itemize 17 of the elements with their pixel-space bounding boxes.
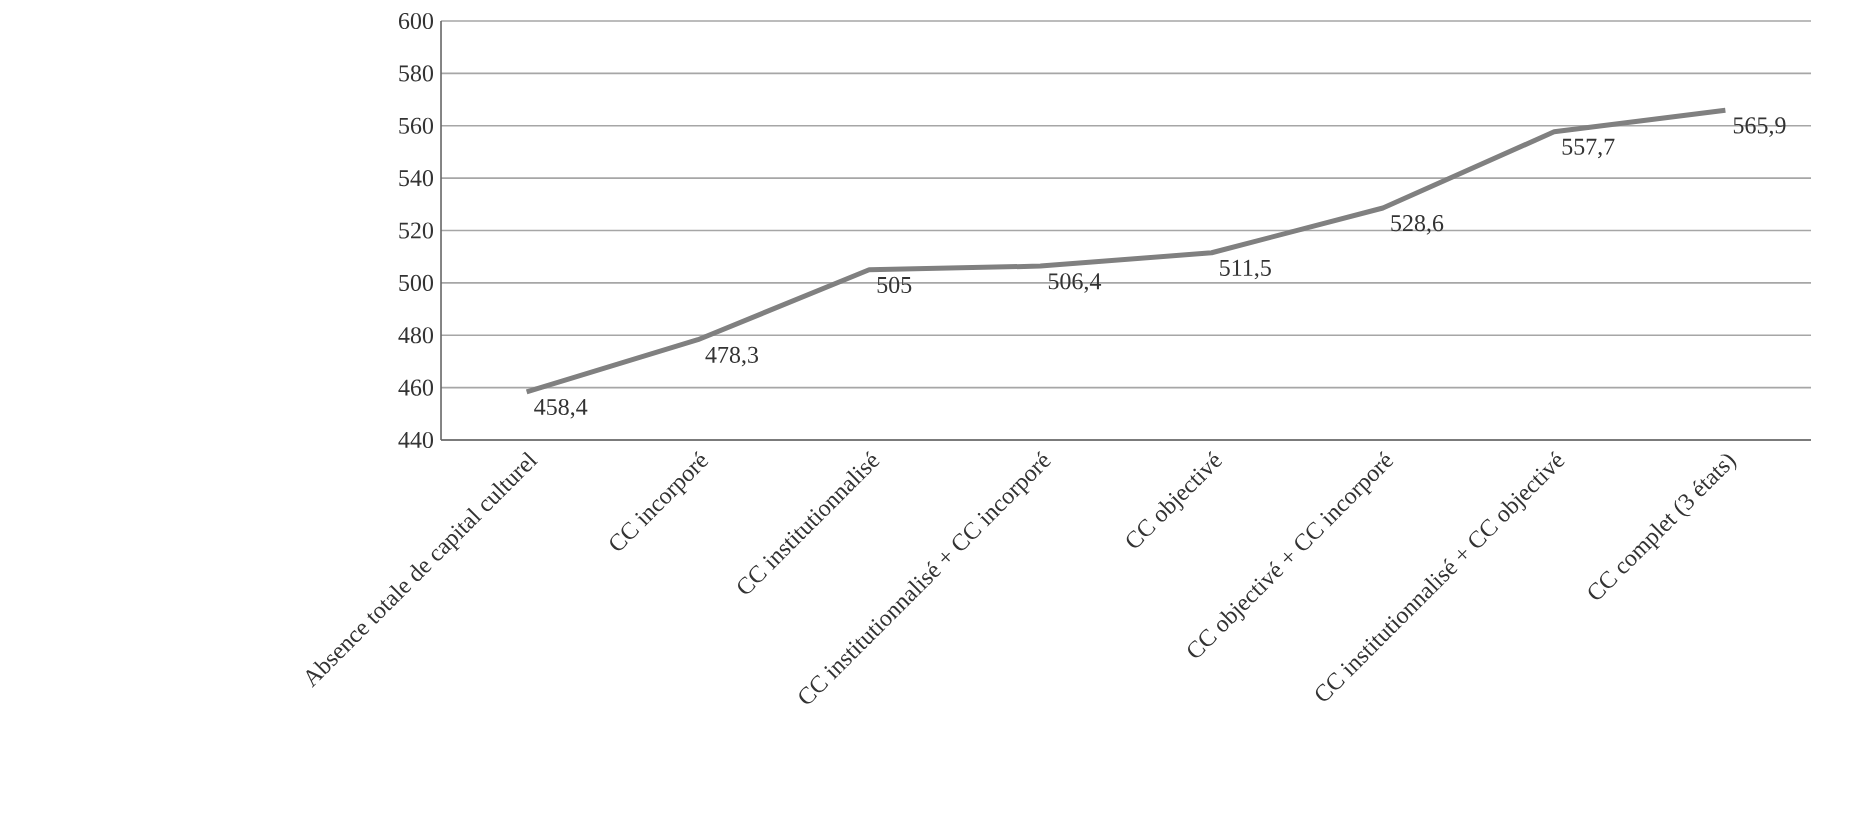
y-tick-label: 460 [398,379,434,396]
y-tick-label: 440 [398,431,434,449]
data-label: 478,3 [705,346,759,367]
y-tick-label: 560 [399,117,434,134]
data-label: 565,9 [1733,117,1786,137]
y-tick-label: 540 [399,170,434,187]
y-tick-label: 600 [398,12,434,30]
y-tick-label: 520 [399,222,434,239]
data-label: 528,6 [1391,215,1444,235]
data-label: 458,4 [534,398,588,419]
y-tick-label: 480 [398,327,434,344]
data-label: 505 [877,276,912,294]
data-label: 511,5 [1220,259,1271,280]
data-label: 506,4 [1048,273,1102,293]
y-tick-label: 500 [399,274,434,291]
y-tick-label: 580 [399,65,434,82]
data-label: 557,7 [1562,138,1615,159]
